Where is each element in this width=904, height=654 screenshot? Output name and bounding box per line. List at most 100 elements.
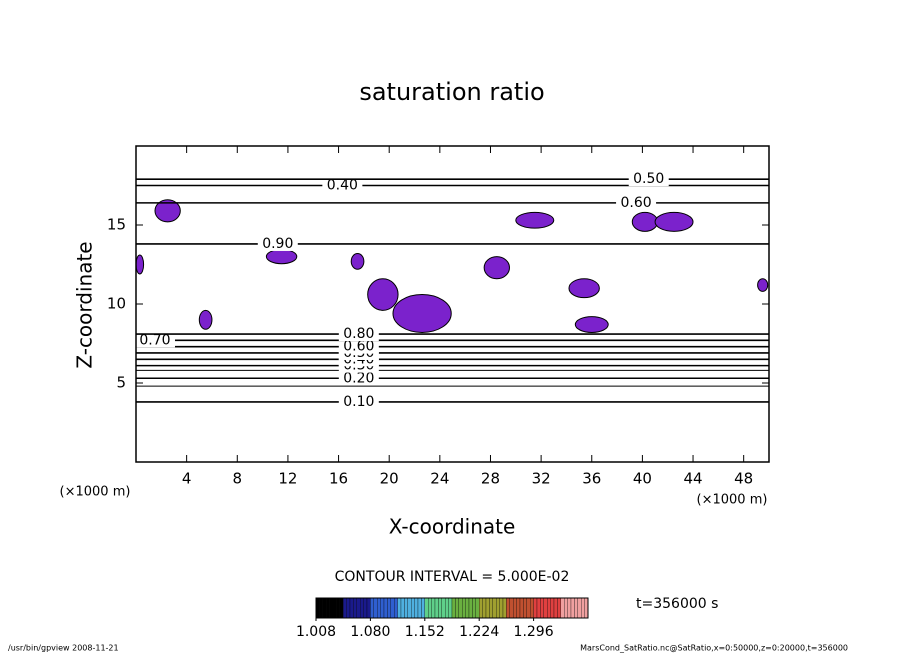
x-tick-label: 28 <box>481 470 500 488</box>
colorbar-cell <box>479 597 483 619</box>
contour-label-bg <box>628 172 669 187</box>
colorbar-cell <box>370 597 374 619</box>
filled-region <box>757 278 769 292</box>
x-unit-label: (×1000 m) <box>60 485 131 500</box>
colorbar-cell <box>411 597 415 619</box>
colorbar-cell <box>523 597 527 619</box>
colorbar-cell <box>557 597 561 619</box>
colorbar-cell <box>458 597 463 619</box>
contour-label-bg <box>338 394 379 409</box>
filled-region <box>350 252 365 270</box>
contour-label: 0.40 <box>327 178 358 194</box>
time-label: t=356000 s <box>636 596 718 612</box>
colorbar-cell <box>550 597 555 619</box>
colorbar-cell <box>536 597 541 619</box>
colorbar-cell <box>404 597 408 619</box>
filled-region <box>392 294 452 333</box>
x-tick-label: 24 <box>430 470 449 488</box>
colorbar-cell <box>336 597 340 619</box>
contour-label-bg <box>338 327 379 342</box>
x-tick-label: 8 <box>233 470 243 488</box>
colorbar-cell <box>319 597 323 619</box>
colorbar-cell <box>383 597 388 619</box>
colorbar-tick-label: 1.224 <box>459 624 499 640</box>
colorbar-cell <box>564 597 568 619</box>
colorbar-cell <box>445 597 449 619</box>
colorbar-cell <box>570 597 575 619</box>
colorbar-cell <box>322 597 327 619</box>
colorbar-cell <box>400 597 405 619</box>
x-axis-label: X-coordinate <box>389 515 516 539</box>
x-tick-label: 12 <box>278 470 297 488</box>
colorbar-frame <box>315 597 589 619</box>
colorbar-cell <box>428 597 432 619</box>
colorbar-tick-label: 1.008 <box>296 624 336 640</box>
colorbar-cell <box>360 597 364 619</box>
contour-label-bg <box>338 339 379 354</box>
contour-interval: CONTOUR INTERVAL = 5.000E-02 <box>335 569 570 585</box>
colorbar-cell <box>407 597 412 619</box>
colorbar-cell <box>346 597 351 619</box>
colorbar-cell <box>492 597 497 619</box>
colorbar-cell <box>496 597 500 619</box>
colorbar-cell <box>533 597 538 619</box>
contour-label: 0.90 <box>262 236 293 252</box>
colorbar-cell <box>448 597 453 619</box>
contour-label: 0.50 <box>633 171 664 187</box>
colorbar-cell <box>434 597 439 619</box>
x-tick-label: 4 <box>182 470 192 488</box>
filled-region <box>198 309 213 330</box>
y-tick-label: 5 <box>116 374 126 392</box>
filled-region <box>135 254 145 275</box>
colorbar-cell <box>356 597 361 619</box>
chart-title: saturation ratio <box>359 78 544 106</box>
colorbar-cell <box>397 597 402 619</box>
colorbar-cell <box>438 597 442 619</box>
colorbar-cell <box>519 597 524 619</box>
colorbar-cell <box>329 597 334 619</box>
contour-label: 0.80 <box>343 326 374 342</box>
colorbar-cell <box>373 597 378 619</box>
colorbar-cell <box>468 597 473 619</box>
colorbar-cell <box>315 597 320 619</box>
colorbar-cell <box>465 597 470 619</box>
contour-label: 0.60 <box>343 339 374 355</box>
colorbar-cell <box>567 597 572 619</box>
colorbar-cell <box>560 597 565 619</box>
colorbar-cell <box>530 597 534 619</box>
colorbar-cell <box>462 597 466 619</box>
colorbar-cell <box>540 597 544 619</box>
colorbar-cell <box>543 597 548 619</box>
x-tick-label: 40 <box>633 470 652 488</box>
colorbar-cell <box>326 597 330 619</box>
colorbar-cell <box>581 597 585 619</box>
x-tick-label: 48 <box>734 470 753 488</box>
colorbar-cell <box>577 597 582 619</box>
colorbar-cell <box>380 597 385 619</box>
filled-region <box>483 256 510 280</box>
colorbar-cell <box>417 597 422 619</box>
colorbar-cell <box>363 597 368 619</box>
colorbar-cell <box>339 597 344 619</box>
colorbar-cell <box>349 597 354 619</box>
colorbar-cell <box>414 597 419 619</box>
colorbar-cell <box>509 597 514 619</box>
colorbar-cell <box>475 597 480 619</box>
contour-label-bg <box>134 333 175 348</box>
colorbar-cell <box>489 597 493 619</box>
colorbar-cell <box>394 597 398 619</box>
plot-frame <box>135 145 770 463</box>
colorbar-cell <box>516 597 521 619</box>
colorbar-cell <box>387 597 391 619</box>
contour-label: 0.10 <box>343 394 374 410</box>
colorbar-cell <box>526 597 531 619</box>
colorbar-cell <box>332 597 337 619</box>
filled-region <box>574 316 609 333</box>
x-tick-label: 32 <box>532 470 551 488</box>
x-tick-label: 20 <box>380 470 399 488</box>
colorbar-cell <box>547 597 551 619</box>
footer: /usr/bin/gpview 2008-11-21 <box>8 644 119 653</box>
x-tick-label: 44 <box>683 470 702 488</box>
colorbar-cell <box>455 597 459 619</box>
